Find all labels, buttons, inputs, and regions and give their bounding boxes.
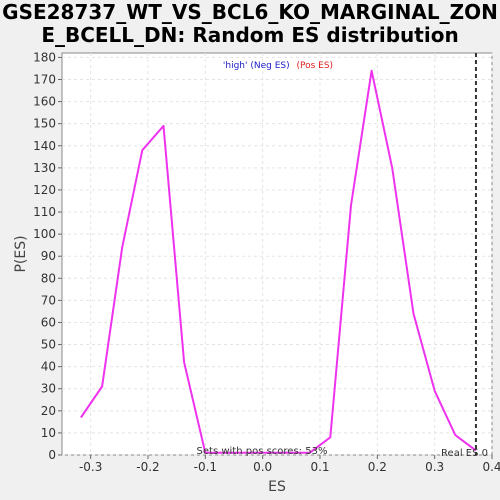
chart-title-line-2: E_BCELL_DN: Random ES distribution	[41, 23, 459, 47]
x-tick-label: -0.1	[194, 460, 217, 474]
x-axis-ticks: -0.3 -0.2 -0.1 0.0 0.1 0.2 0.3 0.4	[79, 455, 500, 474]
y-tick-label: 140	[33, 139, 56, 153]
y-tick-label: 180	[33, 50, 56, 64]
pos-scores-annotation: Sets with pos scores: 53%	[197, 446, 328, 457]
x-tick-label: 0.0	[253, 460, 272, 474]
y-tick-label: 130	[33, 161, 56, 175]
x-tick-label: -0.3	[79, 460, 102, 474]
y-tick-label: 150	[33, 117, 56, 131]
chart-title: GSE28737_WT_VS_BCL6_KO_MARGINAL_ZON E_BC…	[0, 1, 500, 47]
legend-pos-es: (Pos ES)	[296, 61, 333, 71]
x-tick-label: -0.2	[136, 460, 159, 474]
y-tick-label: 0	[48, 448, 56, 462]
y-tick-label: 160	[33, 95, 56, 109]
y-tick-label: 50	[41, 338, 56, 352]
series-group	[80, 69, 477, 454]
y-tick-label: 70	[41, 293, 56, 307]
y-tick-label: 30	[41, 382, 56, 396]
y-tick-label: 60	[41, 315, 56, 329]
x-tick-label: 0.4	[482, 460, 500, 474]
y-tick-label: 90	[41, 249, 56, 263]
grid-vertical	[90, 53, 493, 455]
y-axis-label: P(ES)	[13, 235, 29, 272]
y-tick-label: 10	[41, 426, 56, 440]
real-es-label: Real ES 0	[441, 448, 488, 459]
legend: 'high' (Neg ES) (Pos ES)	[223, 61, 333, 71]
y-axis-ticks: 0 10 20 30 40 50 60 70 80 90 100 110 120 130 140 150 160…	[33, 50, 62, 462]
plot-area	[61, 52, 493, 456]
x-tick-label: 0.3	[425, 460, 444, 474]
y-tick-label: 40	[41, 360, 56, 374]
y-tick-label: 120	[33, 183, 56, 197]
series-line	[80, 69, 477, 454]
x-tick-label: 0.1	[310, 460, 329, 474]
y-tick-label: 170	[33, 73, 56, 87]
chart-title-line-1: GSE28737_WT_VS_BCL6_KO_MARGINAL_ZON	[2, 0, 498, 24]
y-tick-label: 110	[33, 205, 56, 219]
y-tick-label: 100	[33, 227, 56, 241]
legend-neg-es: 'high' (Neg ES)	[223, 61, 290, 71]
y-tick-label: 80	[41, 271, 56, 285]
x-axis-label: ES	[268, 479, 286, 495]
x-tick-label: 0.2	[368, 460, 387, 474]
y-tick-label: 20	[41, 404, 56, 418]
